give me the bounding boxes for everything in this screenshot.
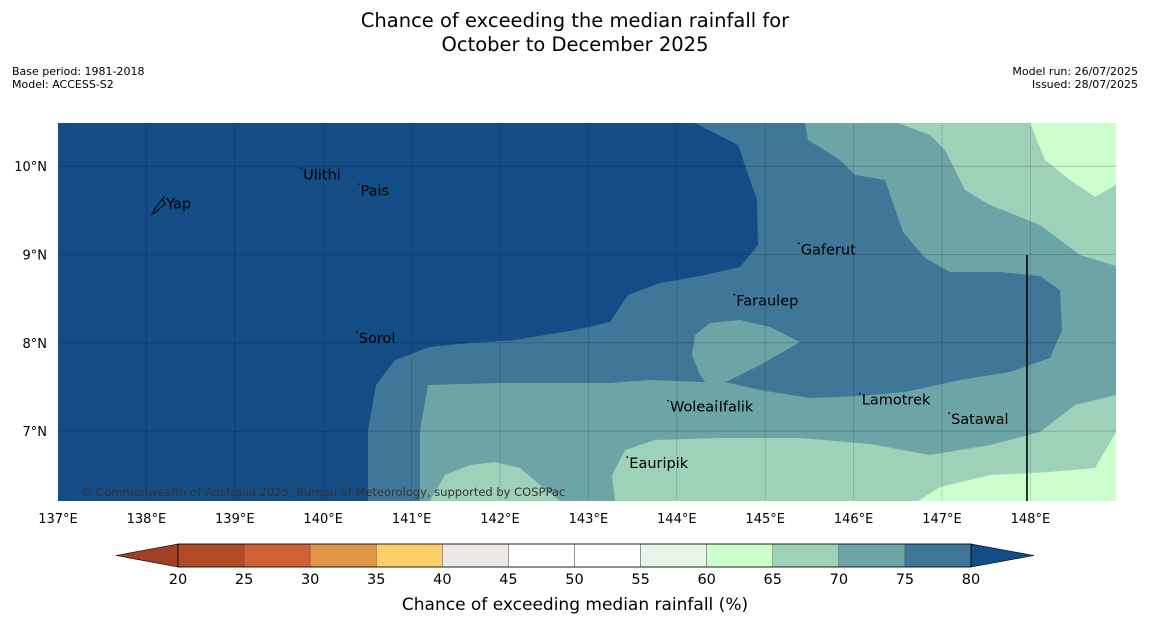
contour-layer — [58, 123, 1116, 501]
model-run-text: Model run: 26/07/2025 — [1012, 65, 1138, 78]
colorbar-tick-label: 40 — [433, 572, 451, 588]
colorbar-segment — [177, 543, 245, 568]
contour-60-65 — [1030, 123, 1116, 197]
colorbar-tick-label: 35 — [367, 572, 385, 588]
lon-tick-label: 140°E — [303, 512, 343, 527]
colorbar-segment — [904, 543, 972, 568]
title-line-2: October to December 2025 — [441, 33, 709, 56]
place-label: Gaferut — [801, 243, 856, 259]
colorbar-tick-label: 45 — [499, 572, 517, 588]
colorbar-tick-label: 50 — [565, 572, 583, 588]
copyright-credit: © Commonwealth of Australia 2025, Bureau… — [81, 485, 565, 499]
colorbar-tick-label: 25 — [235, 572, 253, 588]
lon-tick-label: 143°E — [569, 512, 609, 527]
run-info: Model run: 26/07/2025 Issued: 28/07/2025 — [1012, 65, 1138, 91]
place-label: Lamotrek — [862, 393, 931, 409]
place-marker — [357, 183, 360, 186]
latitude-tick-labels: 10°N 9°N 8°N 7°N — [14, 160, 47, 440]
colorbar-segment — [640, 543, 707, 568]
model-text: Model: ACCESS-S2 — [12, 78, 114, 91]
colorbar-segment — [376, 543, 443, 568]
colorbar-frame — [177, 543, 972, 568]
place-marker — [626, 456, 629, 459]
map-title: Chance of exceeding the median rainfall … — [0, 9, 1150, 57]
colorbar-segment — [243, 543, 311, 568]
yap-island-outline — [150, 198, 166, 216]
place-marker — [163, 196, 165, 199]
colorbar-segment — [772, 543, 840, 568]
base-info: Base period: 1981-2018 Model: ACCESS-S2 — [12, 65, 144, 91]
base-period-text: Base period: 1981-2018 — [12, 65, 145, 78]
lon-tick-label: 145°E — [745, 512, 785, 527]
colorbar-segment — [442, 543, 509, 568]
lon-tick-label: 138°E — [127, 512, 167, 527]
colorbar-tick-label: 20 — [169, 572, 187, 588]
place-label: Yap — [165, 197, 191, 213]
place-marker — [715, 399, 718, 402]
place-label: Eauripik — [629, 456, 688, 472]
lat-tick-label: 7°N — [23, 425, 48, 440]
colorbar-segment — [574, 543, 641, 568]
place-label: Faraulep — [736, 294, 798, 310]
lon-tick-label: 146°E — [834, 512, 874, 527]
place-marker — [355, 330, 358, 333]
colorbar-tick-label: 80 — [962, 572, 980, 588]
colorbar-segment — [706, 543, 774, 568]
place-label: Ulithi — [303, 167, 341, 183]
place-marker — [948, 412, 950, 414]
colorbar-tick-label: 70 — [830, 572, 848, 588]
colorbar-segment — [838, 543, 906, 568]
lon-tick-label: 148°E — [1011, 512, 1051, 527]
place-label: Satawal — [951, 412, 1008, 428]
place-label: Ifalik — [719, 400, 754, 416]
lon-tick-label: 144°E — [657, 512, 697, 527]
lat-tick-label: 10°N — [14, 160, 47, 175]
colorbar-tick-label: 65 — [764, 572, 782, 588]
colorbar-segment — [508, 543, 575, 568]
lon-tick-label: 139°E — [215, 512, 255, 527]
lon-tick-label: 142°E — [480, 512, 520, 527]
colorbar-tick-label: 75 — [896, 572, 914, 588]
place-label: Sorol — [359, 331, 396, 347]
place-labels: Yap Ulithi Pais Gaferut Faraulep Sorol Lamotre… — [163, 167, 1009, 472]
place-label: Woleai — [670, 400, 718, 416]
lat-tick-label: 9°N — [23, 249, 48, 264]
lon-tick-label: 141°E — [392, 512, 432, 527]
contour-60-65-south — [918, 432, 1116, 501]
colorbar-label: Chance of exceeding median rainfall (%) — [401, 595, 749, 615]
colorbar-under-arrow — [115, 543, 179, 568]
colorbar-tick-label: 30 — [301, 572, 319, 588]
colorbar-tick-label: 55 — [631, 572, 649, 588]
contour-70-75-island — [692, 320, 800, 388]
graticule — [58, 123, 1116, 501]
colorbar-segment — [309, 543, 377, 568]
contour-70-75 — [420, 123, 1116, 501]
contour-65-70-south — [430, 395, 1116, 501]
colorbar-tick-label: 60 — [697, 572, 715, 588]
colorbar-over-arrow — [970, 543, 1035, 568]
title-line-1: Chance of exceeding the median rainfall … — [360, 9, 790, 32]
lon-tick-label: 137°E — [38, 512, 78, 527]
lat-tick-label: 8°N — [23, 337, 48, 352]
colorbar: 20 25 30 35 40 45 50 55 60 65 70 75 80 — [115, 543, 1035, 588]
longitude-tick-labels: 137°E 138°E 139°E 140°E 141°E 142°E 143°E 144°E… — [38, 512, 1050, 527]
lon-tick-label: 147°E — [922, 512, 962, 527]
place-marker — [300, 167, 302, 170]
place-label: Pais — [361, 183, 390, 199]
place-marker — [733, 293, 736, 296]
place-marker — [797, 242, 800, 245]
issued-text: Issued: 28/07/2025 — [1031, 78, 1138, 91]
place-marker — [667, 399, 669, 402]
place-marker — [858, 392, 861, 395]
